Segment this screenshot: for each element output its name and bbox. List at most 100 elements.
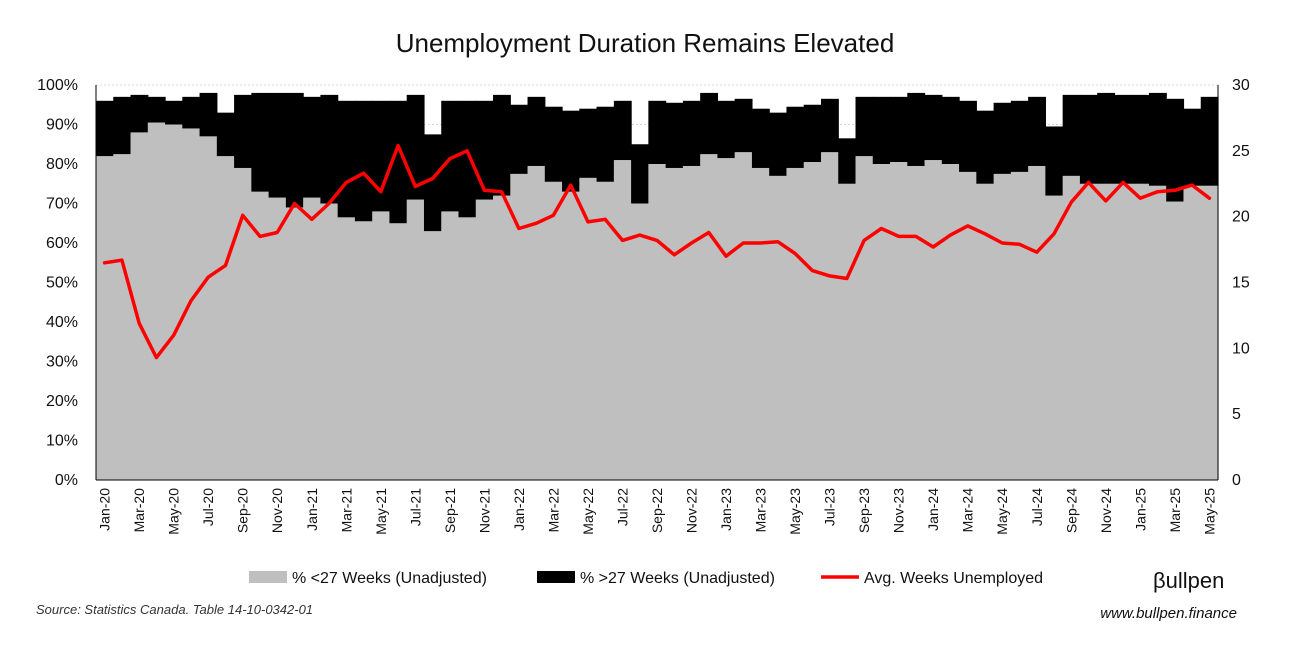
y-left-tick-label: 20% [46,393,78,410]
x-tick-label: Sep-21 [442,488,458,533]
x-tick-label: Jan-23 [718,488,734,531]
bar-short-term [285,207,304,480]
bar-long-term [838,138,857,184]
bar-short-term [855,156,874,480]
bar-short-term [216,156,235,480]
bar-long-term [717,100,736,159]
bar-short-term [562,191,580,480]
bar-short-term [579,177,598,480]
x-tick-label: Nov-23 [891,488,907,533]
bar-long-term [803,104,822,163]
bar-long-term [976,110,995,184]
bar-short-term [959,171,977,480]
bar-short-term [820,152,839,480]
bar-long-term [1045,126,1064,196]
x-tick-label: Nov-24 [1098,488,1114,533]
bar-short-term [924,160,943,481]
bar-short-term [717,158,736,480]
bar-long-term [579,108,598,178]
bar-short-term [1028,165,1046,480]
x-tick-label: Sep-22 [649,488,665,533]
bar-short-term [475,199,494,481]
x-tick-label: May-20 [166,488,182,535]
bar-long-term [165,100,183,125]
axes [95,85,1219,481]
bar-long-term [855,96,874,157]
x-tick-label: Jan-22 [511,488,527,531]
bar-long-term [1114,94,1133,184]
bar-short-term [199,136,218,480]
x-tick-label: Jan-20 [97,488,113,531]
website-link[interactable]: www.bullpen.finance [1100,605,1237,622]
bar-long-term [734,98,753,153]
y-axis-right: 0 5 10 15 20 25 30 [1232,77,1250,489]
bar-long-term [1200,96,1219,186]
x-tick-label: Jan-25 [1132,488,1148,531]
bar-short-term [527,165,546,480]
chart-title: Unemployment Duration Remains Elevated [396,28,895,58]
bar-long-term [941,96,960,164]
bar-long-term [1148,92,1167,186]
bar-long-term [493,94,511,196]
x-tick-label: May-25 [1201,488,1217,535]
x-tick-label: Jul-20 [200,488,216,526]
bar-short-term [682,165,701,480]
bar-short-term [751,167,770,480]
x-tick-label: Mar-21 [338,488,354,533]
legend-label: % <27 Weeks (Unadjusted) [292,570,487,587]
bar-long-term [1079,94,1098,184]
bar-short-term [423,231,442,480]
brand-logo: βullpen [1153,568,1224,593]
x-tick-label: Jan-24 [925,488,941,531]
source-note: Source: Statistics Canada. Table 14-10-0… [36,602,313,617]
bar-short-term [441,211,460,480]
bar-short-term [648,164,667,480]
bar-short-term [1148,185,1167,480]
bar-long-term [682,100,701,166]
bar-short-term [803,162,822,480]
bar-long-term [234,94,252,168]
x-tick-label: Jul-22 [614,488,630,526]
bar-short-term [493,195,511,480]
y-right-tick-label: 15 [1232,275,1250,292]
bar-long-term [251,92,270,192]
bar-long-term [199,92,218,137]
bar-long-term [648,100,667,164]
bar-long-term [1131,94,1150,184]
y-left-tick-label: 0% [55,472,78,489]
bar-short-term [182,128,201,480]
bar-long-term [285,92,304,208]
bar-long-term [130,94,149,133]
bar-short-term [734,152,753,480]
bar-short-term [1114,183,1133,480]
y-right-tick-label: 30 [1232,77,1250,94]
bar-short-term [389,223,408,480]
bar-short-term [147,122,166,481]
y-left-tick-label: 40% [46,314,78,331]
bar-long-term [820,98,839,153]
bar-short-term [1166,201,1185,480]
bar-long-term [423,134,442,232]
x-tick-label: Jan-21 [304,488,320,531]
bar-long-term [303,96,321,198]
y-left-tick-label: 100% [37,77,78,94]
bar-short-term [372,211,391,480]
bar-long-term [96,100,114,157]
bar-short-term [665,167,684,480]
bar-long-term [268,92,287,198]
bar-short-term [1062,175,1081,480]
bar-long-term [631,144,649,204]
bar-short-term [406,199,425,481]
bar-long-term [527,96,546,166]
bar-short-term [838,183,857,480]
legend: % <27 Weeks (Unadjusted) % >27 Weeks (Una… [249,570,1043,587]
bar-long-term [320,94,339,204]
bar-short-term [96,156,114,480]
legend-swatch [249,571,287,583]
bar-long-term [510,104,529,174]
bar-long-term [354,100,373,222]
bar-long-term [441,100,460,212]
bar-short-term [890,162,908,480]
bar-long-term [1028,96,1046,166]
y-left-tick-label: 60% [46,235,78,252]
